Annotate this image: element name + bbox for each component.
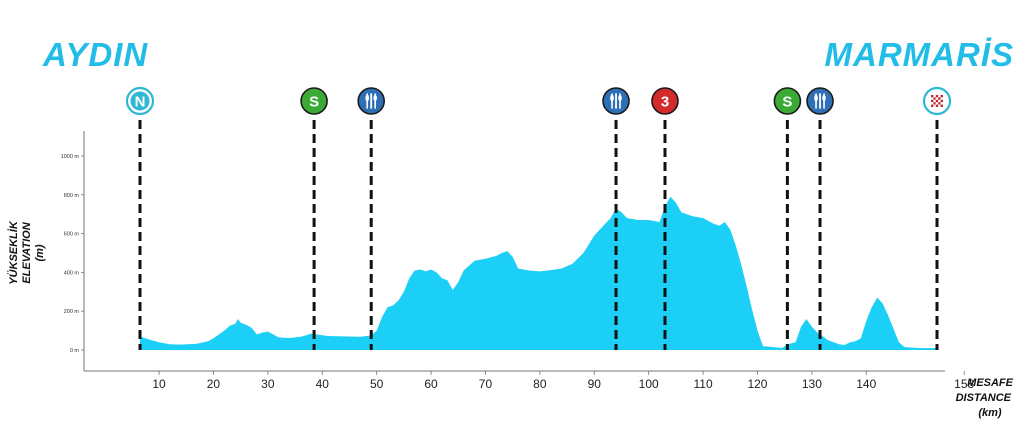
x-tick-label: 130	[802, 377, 822, 391]
y-axis-title-unit: (m)	[34, 244, 46, 261]
axes	[83, 131, 945, 372]
y-axis-title-en: ELEVATION	[21, 221, 33, 283]
x-tick-label: 140	[856, 377, 876, 391]
elevation-profile-area	[140, 196, 937, 350]
x-tick-label: 40	[316, 377, 330, 391]
y-axis-ticks: 0 m 200 m 400 m 600 m 800 m 1000 m	[61, 154, 84, 354]
x-tick-label: 70	[479, 377, 493, 391]
x-axis-title: MESAFE DISTANCE (km)	[956, 377, 1014, 419]
food-marker-icon	[806, 87, 834, 115]
x-tick-label: 120	[747, 377, 767, 391]
finish-city-title: MARMARİS	[824, 36, 1014, 73]
y-axis-title-tr: YÜKSEKLİK	[7, 220, 20, 285]
food-marker-icon	[357, 87, 386, 115]
x-tick-label: 158	[954, 377, 974, 391]
sprint-marker-label: S	[309, 94, 319, 111]
food-marker-icon	[602, 87, 630, 115]
y-tick-label: 200 m	[64, 309, 80, 315]
x-tick-label: 10	[152, 377, 166, 391]
x-axis-title-unit: (km)	[978, 407, 1002, 419]
x-tick-label: 50	[370, 377, 384, 391]
y-tick-label: 600 m	[64, 232, 80, 238]
sprint-marker-icon: S	[773, 87, 802, 115]
x-tick-label: 30	[261, 377, 275, 391]
x-tick-label: 110	[693, 377, 712, 391]
y-tick-label: 400 m	[64, 270, 80, 276]
climb-marker-label: 3	[661, 94, 669, 111]
x-axis-title-en: DISTANCE	[956, 392, 1012, 404]
x-axis-title-tr: MESAFE	[967, 377, 1014, 389]
finish-marker-icon	[922, 86, 952, 116]
sprint-marker-icon: S	[300, 87, 328, 115]
y-axis-title: YÜKSEKLİK ELEVATION (m)	[7, 220, 46, 285]
y-tick-label: 0 m	[70, 348, 80, 354]
x-tick-label: 20	[207, 377, 221, 391]
sprint-marker-label: S	[782, 94, 792, 111]
x-axis-ticks: 10 20 30 40 50 60 70 80 90 100 110 120 130 140 158	[152, 371, 975, 391]
x-tick-label: 100	[639, 377, 659, 391]
start-marker-label: N	[135, 94, 146, 111]
y-tick-label: 800 m	[64, 193, 80, 199]
y-tick-label: 1000 m	[61, 154, 80, 160]
x-tick-label: 60	[424, 377, 438, 391]
climb-marker-icon: 3	[651, 87, 679, 115]
x-tick-label: 80	[533, 377, 547, 391]
marker-lines	[138, 120, 939, 350]
route-markers: N S 3 S	[125, 86, 952, 116]
x-tick-label: 90	[588, 377, 602, 391]
start-city-title: AYDIN	[43, 36, 149, 73]
start-marker-icon: N	[125, 86, 155, 116]
